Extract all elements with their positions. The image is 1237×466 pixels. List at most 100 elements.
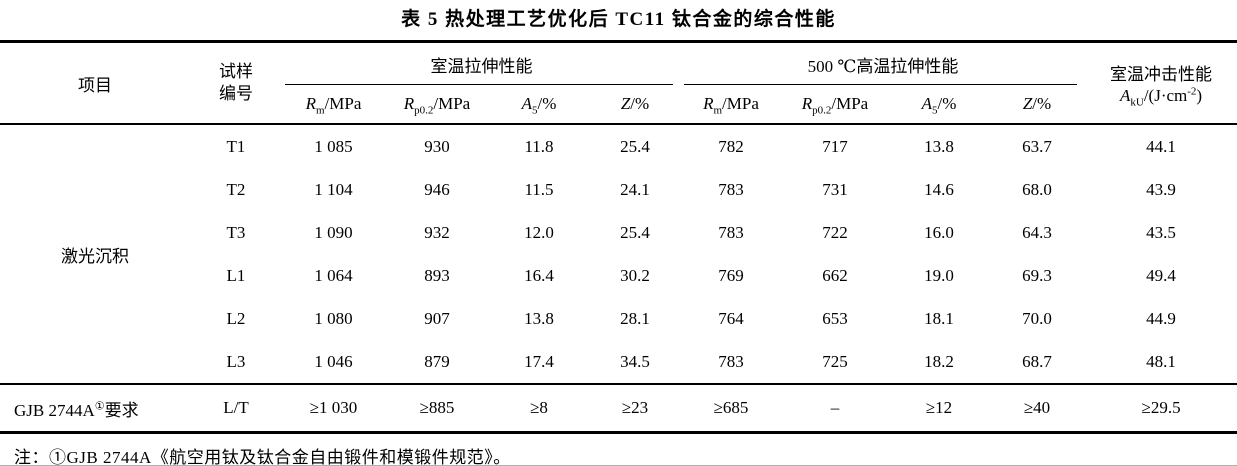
header-group-room-tensile: 室温拉伸性能 bbox=[282, 42, 681, 86]
data-cell: 70.0 bbox=[1022, 308, 1052, 328]
data-cell: 1 085 bbox=[314, 136, 353, 156]
requirement-cell: ≥40 bbox=[989, 383, 1086, 434]
data-cell: 19.0 bbox=[924, 265, 954, 285]
data-cell: 717 bbox=[822, 136, 848, 156]
header-impact-formula: AkU/(J·cm-2) bbox=[1119, 84, 1203, 108]
data-cell: 69.3 bbox=[1022, 265, 1052, 285]
data-cell: 932 bbox=[424, 222, 450, 242]
header-sample-number: 试样 编号 bbox=[190, 42, 282, 125]
data-cell: 64.3 bbox=[1022, 222, 1052, 242]
data-cell: 34.5 bbox=[620, 351, 650, 371]
data-cell: 662 bbox=[822, 265, 848, 285]
data-cell: 1 104 bbox=[314, 179, 353, 199]
table-caption: 表 5 热处理工艺优化后 TC11 钛合金的综合性能 bbox=[401, 9, 836, 30]
sample-id: L3 bbox=[226, 351, 246, 371]
requirement-cell: – bbox=[781, 383, 889, 434]
header-impact-title: 室温冲击性能 bbox=[1110, 64, 1213, 84]
data-cell: 18.1 bbox=[924, 308, 954, 328]
sample-id: T3 bbox=[226, 222, 246, 242]
data-cell: 24.1 bbox=[620, 179, 650, 199]
data-cell: 14.6 bbox=[924, 179, 954, 199]
requirement-cell: ≥8 bbox=[489, 383, 589, 434]
data-cell: 16.0 bbox=[924, 222, 954, 242]
data-cell: 879 bbox=[424, 351, 450, 371]
sample-id: L2 bbox=[226, 308, 246, 328]
sample-id: L1 bbox=[226, 265, 246, 285]
data-cell: 930 bbox=[424, 136, 450, 156]
data-cell: 16.4 bbox=[524, 265, 554, 285]
footnote: 注：①GJB 2744A《航空用钛及钛合金自由锻件和模锻件规范》。 bbox=[14, 448, 511, 466]
sample-id: T1 bbox=[226, 136, 246, 156]
data-cell: 44.1 bbox=[1146, 136, 1176, 156]
header-room-rp02: Rp0.2/MPa bbox=[403, 94, 471, 117]
data-cell: 13.8 bbox=[524, 308, 554, 328]
data-cell: 1 090 bbox=[314, 222, 353, 242]
table-row-l2: L2 1 080 907 13.8 28.1 764 653 18.1 70.0… bbox=[0, 297, 1237, 340]
header-sample-line2: 编号 bbox=[219, 84, 253, 103]
sample-id: T2 bbox=[226, 179, 246, 199]
data-cell: 18.2 bbox=[924, 351, 954, 371]
table-row-t2: T2 1 104 946 11.5 24.1 783 731 14.6 68.0… bbox=[0, 168, 1237, 211]
data-cell: 1 080 bbox=[314, 308, 353, 328]
data-cell: 783 bbox=[718, 351, 744, 371]
data-cell: 30.2 bbox=[620, 265, 650, 285]
data-cell: 48.1 bbox=[1146, 351, 1176, 371]
table-row-l3: L3 1 046 879 17.4 34.5 783 725 18.2 68.7… bbox=[0, 340, 1237, 384]
table-row-t1: 激光沉积 T1 1 085 930 11.8 25.4 782 717 13.8… bbox=[0, 124, 1237, 266]
requirement-label: GJB 2744A①要求 bbox=[0, 383, 190, 434]
header-item: 项目 bbox=[78, 75, 112, 95]
table-row-l1: L1 1 064 893 16.4 30.2 769 662 19.0 69.3… bbox=[0, 254, 1237, 297]
data-cell: 783 bbox=[718, 179, 744, 199]
row-group-label: 激光沉积 bbox=[61, 246, 129, 266]
data-cell: 43.9 bbox=[1146, 179, 1176, 199]
data-cell: 63.7 bbox=[1022, 136, 1052, 156]
data-cell: 13.8 bbox=[924, 136, 954, 156]
properties-table: 项目 试样 编号 室温拉伸性能 500 ℃高温拉伸性能 室温冲击性能 AkU/(… bbox=[0, 40, 1237, 434]
data-cell: 11.5 bbox=[524, 179, 554, 199]
data-cell: 769 bbox=[718, 265, 744, 285]
data-cell: 653 bbox=[822, 308, 848, 328]
data-cell: 731 bbox=[822, 179, 848, 199]
requirement-cell: ≥1 030 bbox=[282, 383, 385, 434]
header-high-a5: A5/% bbox=[921, 94, 957, 117]
requirement-cell: ≥885 bbox=[385, 383, 489, 434]
header-room-rm: Rm/MPa bbox=[305, 94, 362, 117]
header-high-z: Z/% bbox=[1022, 94, 1052, 113]
data-cell: 43.5 bbox=[1146, 222, 1176, 242]
data-cell: 25.4 bbox=[620, 136, 650, 156]
requirement-cell: ≥12 bbox=[889, 383, 989, 434]
data-cell: 907 bbox=[424, 308, 450, 328]
requirement-sample: L/T bbox=[190, 383, 282, 434]
table-row-t3: T3 1 090 932 12.0 25.4 783 722 16.0 64.3… bbox=[0, 211, 1237, 254]
header-row-subcols: Rm/MPa Rp0.2/MPa A5/% Z/% Rm/MPa Rp0.2/M… bbox=[0, 85, 1237, 124]
data-cell: 764 bbox=[718, 308, 744, 328]
data-cell: 28.1 bbox=[620, 308, 650, 328]
data-cell: 17.4 bbox=[524, 351, 554, 371]
data-cell: 49.4 bbox=[1146, 265, 1176, 285]
data-cell: 946 bbox=[424, 179, 450, 199]
header-high-rp02: Rp0.2/MPa bbox=[801, 94, 869, 117]
requirement-cell: ≥23 bbox=[589, 383, 681, 434]
data-cell: 25.4 bbox=[620, 222, 650, 242]
header-high-rm: Rm/MPa bbox=[703, 94, 759, 117]
data-cell: 12.0 bbox=[524, 222, 554, 242]
data-cell: 44.9 bbox=[1146, 308, 1176, 328]
data-cell: 11.8 bbox=[524, 136, 554, 156]
data-cell: 1 064 bbox=[314, 265, 353, 285]
data-cell: 68.0 bbox=[1022, 179, 1052, 199]
data-cell: 68.7 bbox=[1022, 351, 1052, 371]
header-impact: 室温冲击性能 AkU/(J·cm-2) bbox=[1085, 42, 1237, 125]
data-cell: 1 046 bbox=[314, 351, 353, 371]
header-row-groups: 项目 试样 编号 室温拉伸性能 500 ℃高温拉伸性能 室温冲击性能 AkU/(… bbox=[0, 42, 1237, 108]
header-group-high-temp-tensile: 500 ℃高温拉伸性能 bbox=[681, 42, 1085, 86]
requirement-cell: ≥29.5 bbox=[1085, 383, 1237, 434]
data-cell: 893 bbox=[424, 265, 450, 285]
header-room-z: Z/% bbox=[620, 94, 650, 113]
data-cell: 783 bbox=[718, 222, 744, 242]
header-sample-line1: 试样 bbox=[219, 62, 253, 81]
data-cell: 725 bbox=[822, 351, 848, 371]
requirement-row: GJB 2744A①要求 L/T ≥1 030 ≥885 ≥8 ≥23 ≥685… bbox=[0, 383, 1237, 434]
data-cell: 722 bbox=[822, 222, 848, 242]
requirement-cell: ≥685 bbox=[681, 383, 781, 434]
